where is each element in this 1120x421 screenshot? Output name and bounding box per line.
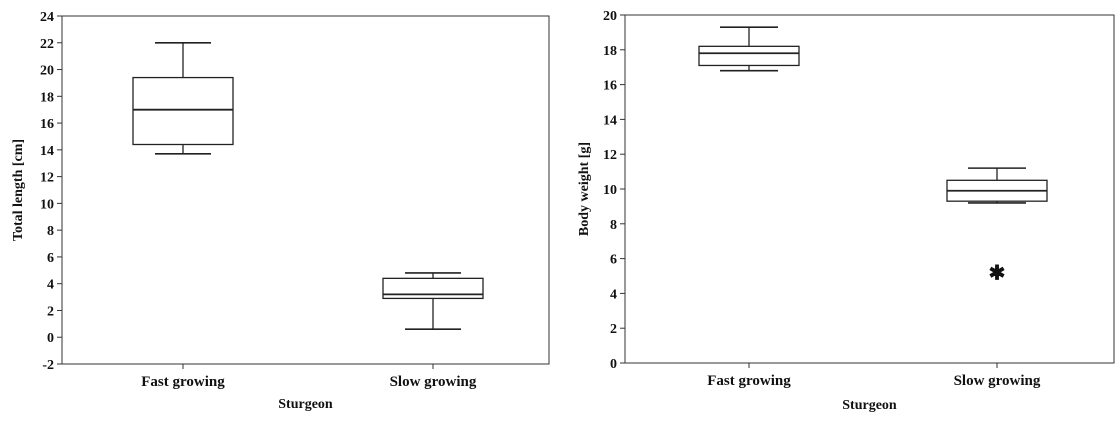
iqr-box — [698, 45, 800, 67]
y-tick-label: 2 — [610, 322, 617, 337]
y-tick-label: 20 — [603, 9, 617, 24]
panel-body-weight: 0 2 4 6 8 10 12 14 16 18 20 Fast growing Slow growin… — [577, 9, 1115, 413]
y-tick-label: 12 — [40, 171, 54, 186]
y-tick-label: 8 — [610, 218, 617, 233]
y-tick-label: 14 — [603, 113, 617, 128]
y-axis-title: Total length [cm] — [11, 139, 26, 241]
x-category-label: Slow growing — [390, 374, 477, 390]
y-tick-label: 0 — [47, 331, 54, 346]
y-tick-label: 24 — [40, 10, 54, 25]
y-tick-label: 6 — [610, 253, 617, 268]
y-tick-label: 6 — [47, 251, 54, 266]
y-tick-label: -2 — [42, 358, 54, 373]
y-tick-label: 10 — [40, 197, 54, 212]
y-axis-title: Body weight [g] — [577, 142, 592, 236]
y-tick-label: 4 — [610, 287, 617, 302]
x-category-label: Slow growing — [954, 373, 1041, 389]
y-tick-label: 10 — [603, 183, 617, 198]
y-tick-label: 16 — [40, 117, 54, 132]
y-tick-label: 14 — [40, 144, 54, 159]
x-axis-title: Sturgeon — [278, 397, 333, 412]
box-slow-growing — [382, 272, 484, 331]
box-slow-growing: ✱ — [946, 167, 1048, 285]
y-tick-label: 0 — [610, 357, 617, 372]
y-tick-label: 2 — [47, 304, 54, 319]
iqr-box — [382, 277, 484, 300]
plot-frame — [61, 15, 550, 365]
y-tick-label: 18 — [603, 44, 617, 59]
x-category-label: Fast growing — [141, 374, 225, 390]
x-category-label: Fast growing — [707, 373, 791, 389]
y-tick-label: 4 — [47, 278, 54, 293]
y-tick-label: 18 — [40, 90, 54, 105]
y-tick-label: 8 — [47, 224, 54, 239]
y-tick-label: 12 — [603, 148, 617, 163]
y-tick-label: 22 — [40, 37, 54, 52]
iqr-box — [132, 76, 234, 146]
box-fast-growing — [698, 26, 800, 72]
y-tick-label: 20 — [40, 64, 54, 79]
y-tick-label: 16 — [603, 79, 617, 94]
box-fast-growing — [132, 41, 234, 155]
x-axis-title: Sturgeon — [842, 398, 897, 413]
outlier-point: ✱ — [989, 263, 1006, 285]
